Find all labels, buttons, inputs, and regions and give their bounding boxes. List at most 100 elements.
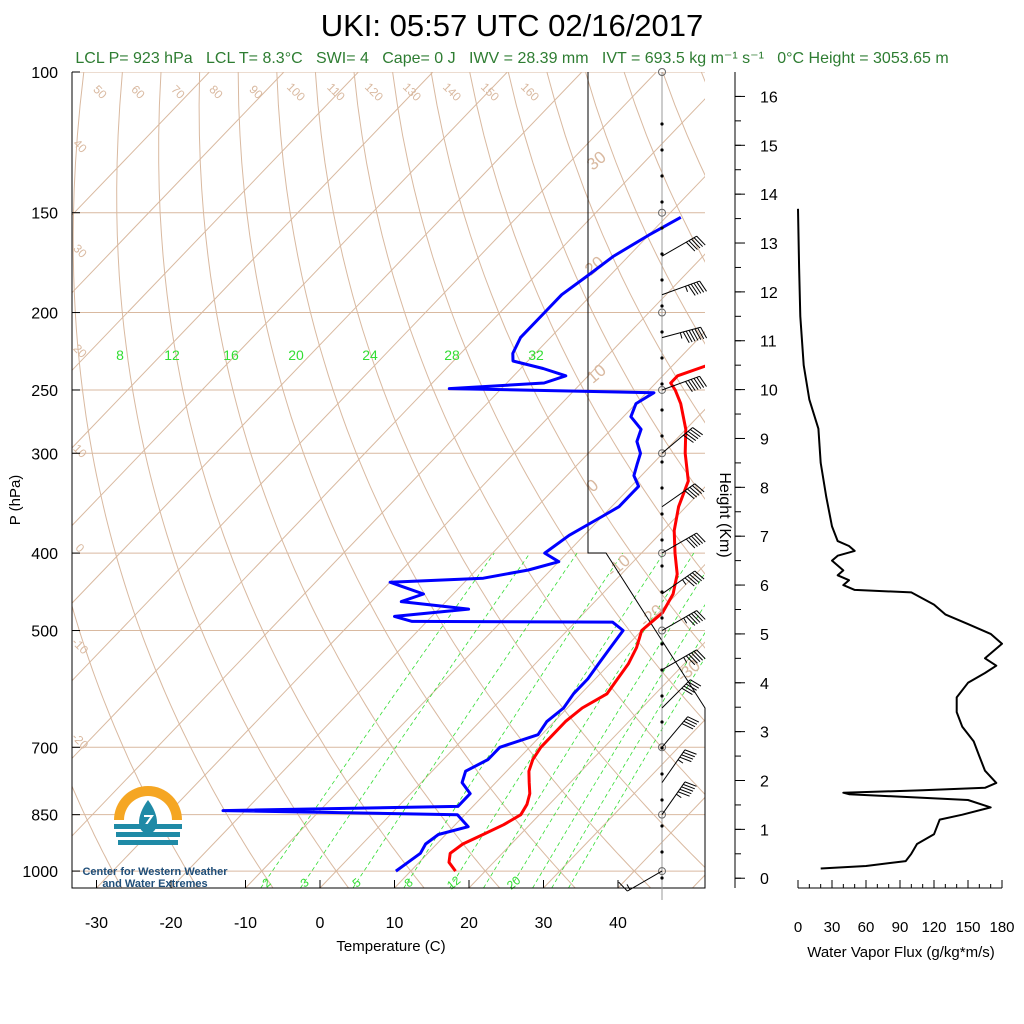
wind-barb-half-feather	[683, 657, 688, 663]
wind-barb-feather	[683, 720, 696, 728]
wind-circle	[658, 68, 666, 76]
wind-barb-feather	[693, 282, 702, 294]
lcl-pressure: LCL P= 923 hPa	[75, 50, 193, 67]
cw3e-logo	[114, 786, 182, 845]
isotherm-line	[72, 72, 434, 449]
height-tick-label: 13	[760, 236, 778, 253]
dewpoint-trace	[221, 215, 682, 873]
pressure-tick-label: 1000	[22, 864, 58, 881]
mixing-ratio-line	[551, 632, 705, 888]
pressure-tick-label: 150	[31, 206, 58, 223]
wind-barb-shaft	[661, 570, 696, 595]
isotherm-label: 10	[70, 441, 90, 461]
isotherm-label: 0	[583, 475, 602, 496]
wind-barb-feather	[688, 240, 698, 250]
water-vapor-flux-trace	[797, 208, 1003, 870]
dry-adiabat-label: 110	[324, 80, 348, 104]
wind-dot	[660, 538, 664, 542]
mixing-ratio-label: 20	[504, 873, 523, 893]
dry-adiabat-line	[198, 72, 501, 888]
dry-adiabat-line	[778, 72, 1024, 888]
mixing-ratio-line	[260, 552, 495, 888]
height-tick-label: 2	[760, 774, 769, 791]
skewt-background-lines	[72, 72, 1024, 888]
height-tick-label: 9	[760, 431, 769, 448]
isotherm-label: 20	[581, 252, 608, 279]
isotherm-line	[72, 98, 705, 760]
wind-barb-feather	[685, 683, 697, 691]
mixing-ratio-line	[509, 572, 705, 888]
wind-barb-shaft	[661, 326, 701, 339]
flux-tick-label: 150	[955, 919, 980, 936]
logo-wave-bar	[118, 840, 178, 845]
wind-barb-feather	[696, 532, 706, 543]
wind-barb-feather	[684, 577, 695, 587]
wind-circle	[658, 449, 666, 458]
wind-barbs	[618, 68, 708, 900]
wind-dot	[660, 876, 664, 880]
mixing-ratio-line	[568, 657, 705, 888]
dry-adiabat-label: 140	[440, 80, 464, 104]
logo-wave-bar	[114, 824, 182, 829]
wind-barb-feather	[690, 679, 702, 687]
isotherm-label: 30	[583, 147, 610, 174]
dry-adiabat-label: 80	[206, 82, 226, 102]
wind-barb-feather	[697, 327, 705, 340]
wind-barb-half-feather	[682, 579, 687, 585]
wind-circle	[658, 549, 666, 558]
mixing-ratio-line	[449, 552, 665, 888]
flux-tick-label: 180	[989, 919, 1014, 936]
lcl-temperature: LCL T= 8.3°C	[205, 50, 303, 67]
wind-barb	[661, 649, 706, 671]
iwv-value: IWV = 28.39 mm	[468, 50, 589, 67]
wind-barb-feather	[685, 432, 697, 441]
dry-adiabat-label: 100	[284, 80, 308, 104]
wind-barb	[661, 610, 706, 631]
wind-barb-shaft	[661, 610, 697, 631]
wind-barb-feather	[687, 716, 700, 723]
wind-barb-feather	[683, 685, 695, 693]
wind-circle	[658, 810, 666, 819]
wind-barb-half-feather	[685, 286, 689, 293]
wind-barb-half-feather	[626, 884, 631, 890]
wind-barb-feather	[691, 652, 701, 663]
wind-dot	[660, 460, 664, 464]
swi-value: SWI= 4	[316, 50, 369, 67]
wind-barb-shaft	[661, 280, 700, 296]
dry-adiabat-label: 130	[400, 80, 424, 104]
temperature-tick-label: 20	[460, 915, 478, 932]
dry-adiabat-label: 70	[168, 82, 188, 102]
wind-barb-feather	[687, 681, 700, 689]
wind-barb-feather	[700, 327, 708, 339]
wind-barb-shaft	[661, 679, 691, 709]
wind-barb-feather	[687, 284, 696, 296]
wind-barb-feather	[696, 281, 705, 293]
wind-barb-feather	[694, 483, 705, 493]
wind-barb-feather	[691, 535, 701, 546]
wind-barb-shaft	[627, 870, 663, 892]
mixing-ratio-line	[403, 552, 624, 888]
wind-barb-feather	[685, 241, 696, 252]
wind-barb-shaft	[661, 483, 696, 508]
height-tick-label: 0	[760, 871, 769, 888]
wind-barb-feather	[684, 781, 697, 787]
wind-dot	[660, 824, 664, 828]
wind-barb-feather	[688, 614, 698, 625]
height-tick-label: 14	[760, 187, 778, 204]
pressure-tick-label: 100	[31, 65, 58, 82]
wind-barb-shaft	[661, 532, 697, 554]
wind-barb-feather	[689, 486, 700, 496]
mixing-ratio-label: 28	[444, 347, 460, 363]
dry-adiabat-label: 60	[128, 82, 148, 102]
dry-adiabat-line	[894, 72, 1024, 888]
dry-adiabat-line	[276, 72, 652, 888]
wind-barb-feather	[685, 655, 696, 666]
height-tick-label: 4	[760, 676, 769, 693]
dry-adiabat-label: 90	[246, 82, 266, 102]
wind-dot	[660, 226, 664, 230]
wind-dot	[660, 694, 664, 698]
wind-barb-feather	[696, 235, 706, 246]
height-tick-label: 1	[760, 822, 769, 839]
mixing-ratio-label: 16	[223, 347, 239, 363]
